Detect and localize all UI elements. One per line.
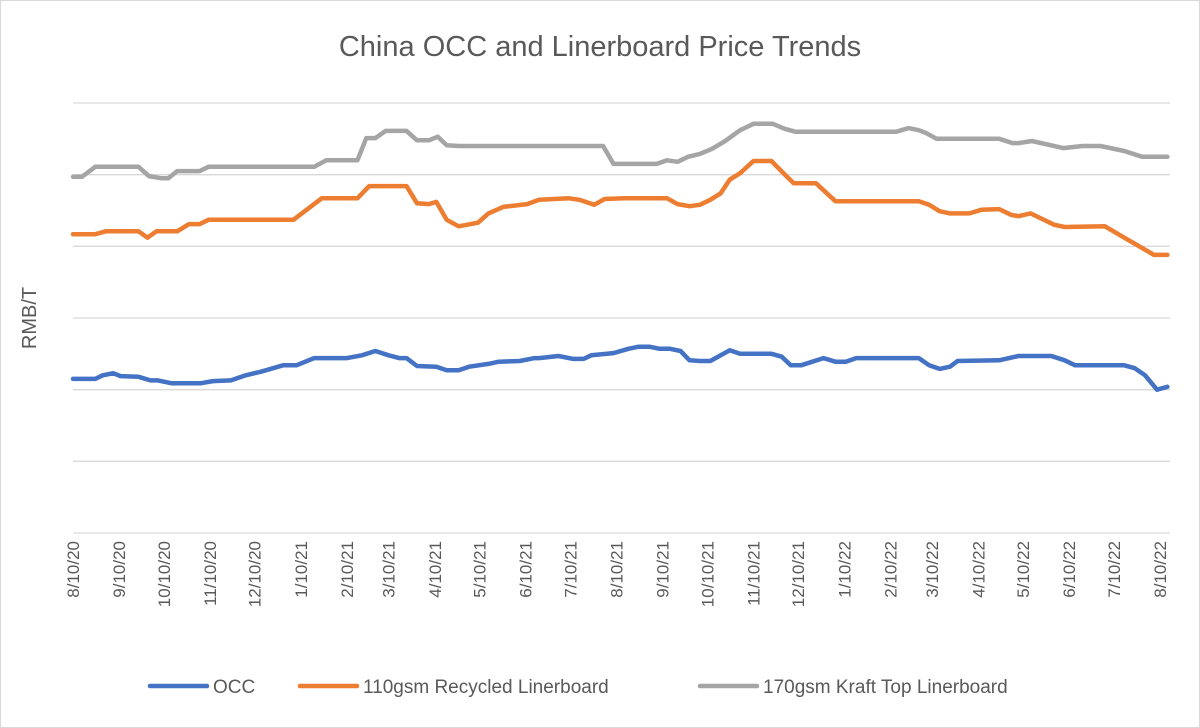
legend-label: 110gsm Recycled Linerboard [363,677,609,698]
x-tick-label: 6/10/22 [1060,541,1079,598]
x-axis-tick-labels: 8/10/20 9/10/20 10/10/20 11/10/20 12/10/20 1/… [64,541,1170,607]
x-tick-label: 12/10/20 [246,541,265,607]
series-lines [70,121,1170,392]
chart-title: China OCC and Linerboard Price Trends [339,31,861,63]
x-tick-label: 10/10/21 [698,541,717,607]
legend-label: OCC [213,677,255,698]
x-tick-label: 4/10/21 [426,541,445,598]
x-tick-label: 9/10/20 [110,541,129,598]
x-tick-label: 8/10/22 [1151,541,1170,598]
legend: OCC 110gsm Recycled Linerboard 170gsm Kraf… [147,677,1008,698]
x-tick-label: 5/10/21 [471,541,490,598]
x-tick-label: 7/10/21 [561,541,580,598]
x-tick-label: 5/10/22 [1014,541,1033,598]
y-axis-label: RMB/T [19,287,41,349]
x-tick-label: 7/10/22 [1105,541,1124,598]
series-line-occ [70,344,1170,392]
x-tick-label: 11/10/20 [201,541,220,606]
x-tick-label: 9/10/21 [654,541,673,598]
x-tick-label: 8/10/20 [64,541,83,598]
x-tick-label: 1/10/22 [835,541,854,598]
x-tick-label: 2/10/22 [881,541,900,598]
x-tick-label: 3/10/21 [380,541,399,598]
x-tick-label: 1/10/21 [292,541,311,598]
x-tick-label: 11/10/21 [744,541,763,606]
gridlines [73,102,1170,534]
x-tick-label: 12/10/21 [789,541,808,607]
x-tick-label: 4/10/22 [969,541,988,598]
x-tick-label: 3/10/22 [923,541,942,598]
x-tick-label: 2/10/21 [338,541,357,598]
legend-label: 170gsm Kraft Top Linerboard [763,677,1008,698]
x-tick-label: 8/10/21 [608,541,627,598]
x-tick-label: 6/10/21 [517,541,536,598]
series-line-110gsm-recycled-linerboard [70,158,1170,258]
x-tick-label: 10/10/20 [155,541,174,607]
series-line-170gsm-kraft-top-linerboard [70,121,1170,181]
